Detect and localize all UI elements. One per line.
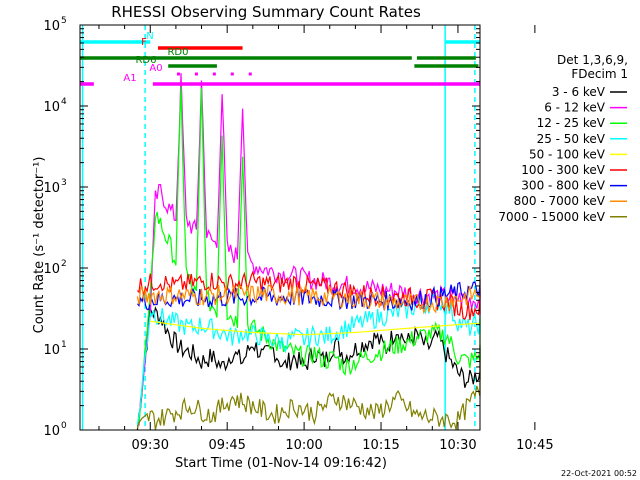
series-line-2 <box>136 86 481 427</box>
x-axis-label: Start Time (01-Nov-14 09:16:42) <box>175 456 387 471</box>
legend-label: 25 - 50 keV <box>537 132 606 146</box>
flag-a1: A1 <box>80 73 480 86</box>
y-tick-label: 10 <box>43 424 60 439</box>
y-tick-exponent: 5 <box>61 16 67 26</box>
legend-label: 6 - 12 keV <box>544 101 606 115</box>
flag-label: RD6 <box>135 55 156 66</box>
y-axis-label: Count Rate (s⁻¹ detector⁻¹) <box>32 157 47 334</box>
x-tick-label: 10:15 <box>362 438 399 453</box>
y-tick-label: 10 <box>43 262 60 277</box>
flag-a0-point <box>248 72 252 76</box>
timestamp: 22-Oct-2021 00:52 <box>561 469 637 478</box>
flag-label: F <box>141 37 147 48</box>
y-tick-exponent: 3 <box>61 178 67 188</box>
y-tick-label: 10 <box>43 100 60 115</box>
legend-label: 800 - 7000 keV <box>514 194 606 208</box>
chart-title: RHESSI Observing Summary Count Rates <box>111 3 421 21</box>
legend-label: 3 - 6 keV <box>552 85 606 99</box>
flag-a0-point <box>212 72 216 76</box>
x-tick-label: 09:45 <box>208 438 245 453</box>
series-line-1 <box>136 73 481 427</box>
flag-a0-point <box>194 72 198 76</box>
legend-label: 300 - 800 keV <box>521 179 605 193</box>
flag-f: F <box>141 37 243 50</box>
flag-n: N <box>80 31 480 44</box>
flag-label: N <box>146 31 153 42</box>
x-tick-label: 10:00 <box>285 438 322 453</box>
flag-a0-point <box>176 72 180 76</box>
plot-frame <box>79 24 481 431</box>
flag-label: A0 <box>149 63 162 74</box>
legend-header: Det 1,3,6,9, <box>557 53 628 67</box>
y-tick-label: 10 <box>43 343 60 358</box>
flag-rd6: RD6 <box>135 55 479 68</box>
x-tick-label: 09:30 <box>132 438 169 453</box>
y-tick-label: 10 <box>43 181 60 196</box>
y-tick-exponent: 1 <box>61 340 67 350</box>
y-tick-exponent: 4 <box>61 97 67 107</box>
y-tick-exponent: 0 <box>61 421 67 431</box>
legend-label: 7000 - 15000 keV <box>498 210 605 224</box>
flag-label: A1 <box>123 73 136 84</box>
legend-label: 50 - 100 keV <box>529 147 606 161</box>
flag-a0: A0 <box>149 63 252 76</box>
legend-label: 12 - 25 keV <box>537 116 606 130</box>
legend-label: 100 - 300 keV <box>521 163 605 177</box>
flag-a0-point <box>230 72 234 76</box>
y-tick-label: 10 <box>43 19 60 34</box>
x-tick-label: 10:45 <box>516 438 553 453</box>
flag-label: RD0 <box>167 47 188 58</box>
y-tick-exponent: 2 <box>61 259 67 269</box>
flag-rd0: RD0 <box>80 47 476 60</box>
x-tick-label: 10:30 <box>439 438 476 453</box>
legend-header: FDecim 1 <box>571 67 628 81</box>
